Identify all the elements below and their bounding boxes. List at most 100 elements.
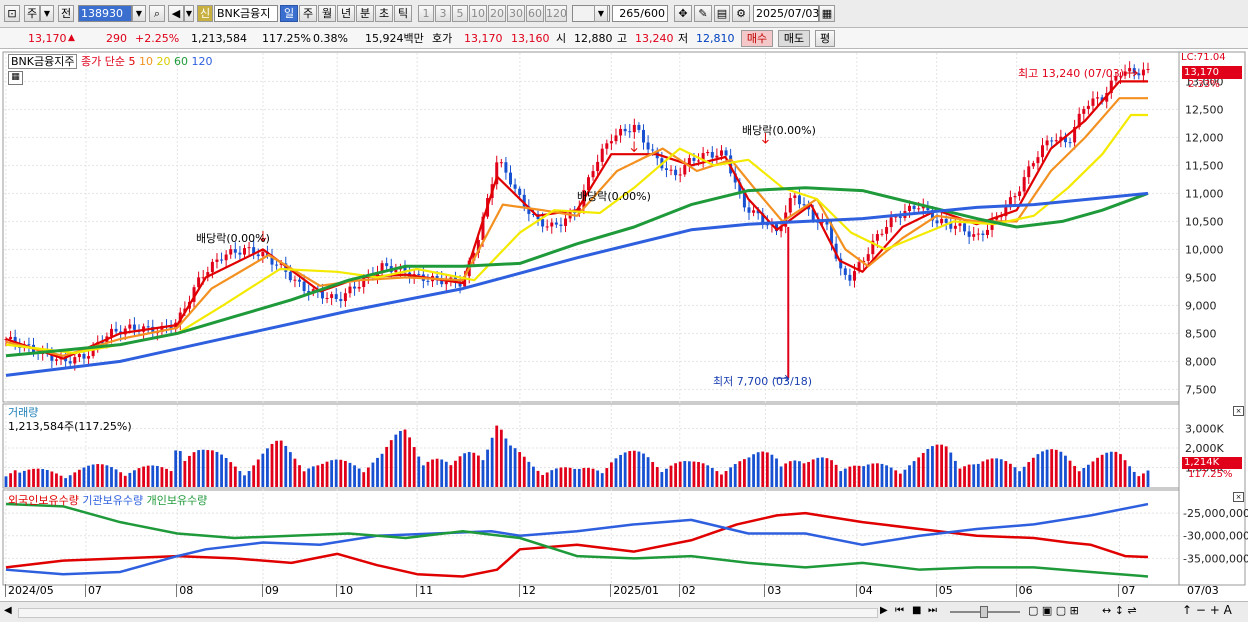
volume-bar bbox=[440, 459, 444, 487]
candle-body bbox=[123, 328, 127, 335]
volume-bar bbox=[64, 478, 68, 487]
period-tab-4[interactable]: 분 bbox=[356, 5, 374, 22]
volume-bar bbox=[1036, 454, 1040, 487]
volume-bar bbox=[559, 467, 563, 487]
candle-body bbox=[756, 210, 760, 214]
volume-bar bbox=[1082, 468, 1086, 487]
legend-individual: 개인보유수량 bbox=[146, 494, 208, 507]
search-icon[interactable]: ⌕ bbox=[149, 5, 165, 22]
holdings-legend: 외국인보유수량 기관보유수량 개인보유수량 bbox=[8, 492, 207, 508]
candle-body bbox=[261, 251, 265, 257]
eval-button[interactable]: 평 bbox=[815, 30, 835, 47]
stock-name-field[interactable]: BNK금융지주 bbox=[214, 5, 278, 22]
period-tab-0[interactable]: 일 bbox=[280, 5, 298, 22]
zoom-slider-handle[interactable] bbox=[980, 606, 988, 618]
count-input[interactable]: 265/600 bbox=[612, 5, 668, 22]
volume-bar bbox=[669, 465, 673, 487]
volume-bar bbox=[1105, 452, 1109, 487]
new-button[interactable]: 신 bbox=[197, 5, 213, 22]
candle-body bbox=[242, 248, 246, 255]
layout-icons[interactable]: ▢ ▣ ▢ ⊞ bbox=[1028, 604, 1079, 617]
zoom-tools[interactable]: ↔ ↕ ⇌ bbox=[1102, 604, 1137, 617]
scroll-left-icon[interactable]: ◀ bbox=[4, 605, 12, 616]
gear-icon[interactable]: ⚙ bbox=[732, 5, 750, 22]
volume-bar bbox=[454, 460, 457, 487]
scrollbar-track[interactable] bbox=[18, 608, 878, 618]
stop-icon[interactable]: ■ bbox=[912, 605, 922, 616]
period-tab-6[interactable]: 틱 bbox=[394, 5, 412, 22]
interval-dropdown-icon[interactable]: ▼ bbox=[594, 5, 608, 22]
sell-button[interactable]: 매도 bbox=[778, 30, 810, 47]
candle-body bbox=[1091, 98, 1095, 106]
calendar-icon[interactable]: ▦ bbox=[819, 5, 835, 22]
sell-label: 매도 bbox=[783, 32, 805, 45]
volume-bar bbox=[793, 460, 797, 487]
volume-bar bbox=[481, 460, 485, 487]
interval-tab-10[interactable]: 10 bbox=[469, 5, 487, 22]
candle-body bbox=[802, 204, 806, 206]
candle-body bbox=[1031, 163, 1035, 167]
type-select[interactable]: 주 bbox=[24, 5, 40, 22]
candle-body bbox=[348, 286, 352, 294]
volume-bar bbox=[880, 463, 884, 487]
trade-amount: 15,924백만 bbox=[365, 32, 424, 45]
candle-body bbox=[797, 195, 801, 205]
candle-body bbox=[788, 198, 792, 213]
scroll-right-icon[interactable]: ▶ bbox=[880, 605, 888, 616]
stock-code-input[interactable]: 138930 bbox=[78, 5, 132, 22]
period-tab-3[interactable]: 년 bbox=[337, 5, 355, 22]
period-tab-5[interactable]: 초 bbox=[375, 5, 393, 22]
interval-tab-60[interactable]: 60 bbox=[526, 5, 544, 22]
zoom-buttons[interactable]: ↑ − + A bbox=[1182, 603, 1232, 617]
candle-body bbox=[775, 224, 779, 232]
first-page-icon[interactable]: ⏮ bbox=[895, 605, 904, 616]
last-page-icon[interactable]: ⏭ bbox=[928, 605, 937, 616]
open-price: 12,880 bbox=[574, 32, 613, 45]
interval-tab-30[interactable]: 30 bbox=[507, 5, 525, 22]
candle-body bbox=[1096, 97, 1100, 99]
speaker-dropdown-icon[interactable]: ▼ bbox=[184, 5, 194, 22]
draw-tool-icon[interactable]: ✎ bbox=[694, 5, 712, 22]
interval-tab-5[interactable]: 5 bbox=[452, 5, 468, 22]
period-tab-2[interactable]: 월 bbox=[318, 5, 336, 22]
volume-bar bbox=[119, 472, 123, 487]
crosshair-icon[interactable]: ✥ bbox=[674, 5, 692, 22]
period-tab-1[interactable]: 주 bbox=[299, 5, 317, 22]
candle-body bbox=[669, 169, 673, 171]
buy-button[interactable]: 매수 bbox=[741, 30, 773, 47]
candle-body bbox=[825, 219, 829, 225]
interval-tab-3[interactable]: 3 bbox=[435, 5, 451, 22]
interval-tab-1[interactable]: 1 bbox=[418, 5, 434, 22]
volume-bar bbox=[820, 457, 824, 487]
volume-bar bbox=[986, 459, 989, 487]
candle-body bbox=[307, 291, 311, 294]
volume-bar bbox=[178, 451, 182, 487]
last-percent: 2.33% bbox=[1188, 79, 1220, 90]
save-icon[interactable]: ▤ bbox=[714, 5, 730, 22]
candle-body bbox=[284, 263, 288, 272]
holdings-close-icon[interactable]: × bbox=[1233, 492, 1244, 502]
volume-last-tag: 1,214K bbox=[1182, 457, 1242, 469]
speaker-icon[interactable]: ◀ bbox=[168, 5, 184, 22]
volume-close-icon[interactable]: × bbox=[1233, 406, 1244, 416]
volume-bar bbox=[13, 470, 17, 487]
legend-stock-name[interactable]: BNK금융지주 bbox=[8, 54, 78, 69]
code-dropdown-icon[interactable]: ▼ bbox=[132, 5, 146, 22]
prev-button[interactable]: 전 bbox=[58, 5, 74, 22]
date-input[interactable]: 2025/07/03 bbox=[753, 5, 819, 22]
volume-bar bbox=[238, 471, 242, 487]
candle-body bbox=[256, 254, 260, 257]
volume-bar bbox=[678, 461, 682, 487]
interval-tab-20[interactable]: 20 bbox=[488, 5, 506, 22]
interval-tab-120[interactable]: 120 bbox=[545, 5, 567, 22]
volume-bar bbox=[765, 452, 769, 487]
candle-body bbox=[201, 277, 205, 279]
type-dropdown-icon[interactable]: ▼ bbox=[40, 5, 54, 22]
volume-bar bbox=[756, 452, 760, 487]
table-icon[interactable]: ▦ bbox=[8, 71, 23, 85]
window-menu-icon[interactable]: ⊡ bbox=[4, 5, 20, 22]
volume-bar bbox=[476, 455, 480, 487]
volume-bar bbox=[784, 463, 788, 487]
candle-body bbox=[527, 206, 531, 214]
ma-line-120 bbox=[5, 191, 1149, 377]
